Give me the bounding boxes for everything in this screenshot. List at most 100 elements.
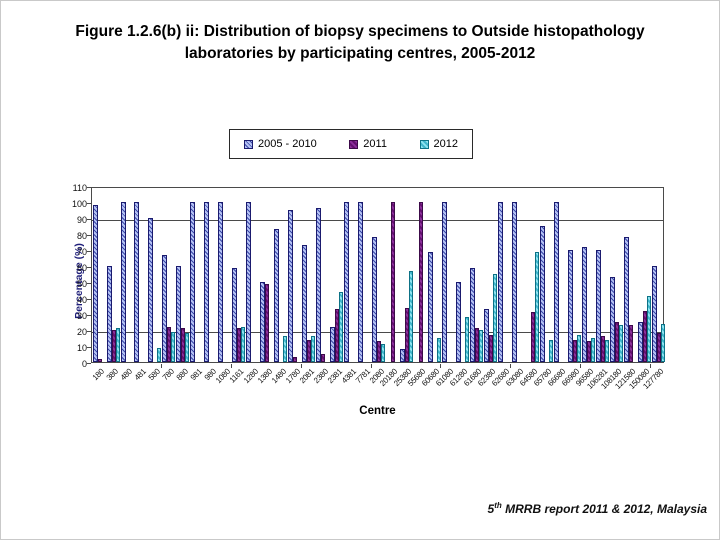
x-tick-mark bbox=[650, 364, 651, 368]
bar-2011-25380 bbox=[405, 308, 409, 362]
y-tick-mark bbox=[87, 203, 91, 204]
bar-2005-2010-480 bbox=[120, 202, 126, 362]
bar-2012-64580 bbox=[534, 252, 539, 362]
y-tick-mark bbox=[87, 187, 91, 188]
figure-title: Figure 1.2.6(b) ii: Distribution of biop… bbox=[75, 23, 645, 63]
legend-label-2011: 2011 bbox=[363, 138, 387, 150]
y-tick-mark bbox=[87, 315, 91, 316]
y-tick-label-60: 60 bbox=[76, 263, 87, 273]
x-tick-mark bbox=[230, 364, 232, 368]
bar-2011-180 bbox=[97, 359, 102, 362]
bar-2005-2010-1280 bbox=[246, 202, 252, 362]
x-tick-mark bbox=[510, 364, 512, 368]
bar-2012-580 bbox=[157, 348, 162, 362]
bar-2011-1380 bbox=[265, 284, 270, 362]
bar-2011-150080 bbox=[642, 311, 647, 362]
bar-2012-1480 bbox=[283, 336, 288, 362]
bar-2011-62380 bbox=[488, 335, 493, 362]
bar-2005-2010-127780 bbox=[651, 266, 657, 362]
bar-2005-2010-2381 bbox=[330, 327, 336, 362]
bar-2011-2381 bbox=[335, 309, 340, 362]
bar-2012-66980 bbox=[576, 335, 581, 362]
legend-entry-2005-2010: 2005 - 2010 bbox=[244, 138, 317, 150]
bar-2005-2010-106281 bbox=[595, 250, 601, 362]
bar-2005-2010-96580 bbox=[581, 247, 587, 362]
bar-2012-61280 bbox=[464, 317, 469, 362]
bar-2005-2010-60680 bbox=[427, 252, 433, 362]
bar-2005-2010-7781 bbox=[358, 202, 363, 362]
bar-2005-2010-2080 bbox=[372, 237, 377, 362]
bar-2005-2010-61680 bbox=[469, 268, 475, 362]
bar-2011-55680 bbox=[418, 202, 423, 362]
bar-2011-127780 bbox=[656, 333, 661, 362]
legend-swatch-2005-2010-icon bbox=[244, 139, 253, 149]
bar-2005-2010-66680 bbox=[553, 202, 559, 362]
bar-2011-96580 bbox=[586, 341, 591, 362]
chart-legend: 2005 - 2010 2011 2012 bbox=[229, 129, 473, 159]
bar-2011-121580 bbox=[628, 325, 633, 362]
source-footer: 5th MRRB report 2011 & 2012, Malaysia bbox=[487, 501, 707, 516]
bar-2011-106281 bbox=[600, 336, 605, 362]
bar-2012-106281 bbox=[604, 340, 609, 362]
gridline-20 bbox=[92, 332, 663, 333]
y-tick-label-100: 100 bbox=[71, 199, 87, 209]
bar-2005-2010-25380 bbox=[400, 349, 405, 362]
bar-2011-20180 bbox=[391, 202, 395, 362]
bar-2011-780 bbox=[167, 327, 172, 362]
bar-2005-2010-880 bbox=[176, 266, 182, 362]
bar-2005-2010-61280 bbox=[455, 282, 461, 362]
bar-2011-66980 bbox=[572, 340, 577, 362]
bar-2005-2010-65780 bbox=[539, 226, 545, 362]
y-tick-label-80: 80 bbox=[76, 231, 87, 241]
bar-2005-2010-380 bbox=[106, 266, 112, 362]
bar-2005-2010-780 bbox=[162, 255, 168, 362]
legend-label-2005-2010: 2005 - 2010 bbox=[258, 138, 317, 150]
bar-2012-108180 bbox=[618, 325, 623, 362]
bar-2012-61680 bbox=[478, 330, 483, 362]
y-tick-mark bbox=[87, 283, 91, 284]
y-tick-label-110: 110 bbox=[72, 183, 87, 193]
y-tick-mark bbox=[87, 235, 91, 236]
bar-2005-2010-62680 bbox=[497, 202, 503, 362]
bar-2012-96580 bbox=[590, 338, 595, 362]
bar-2011-2081 bbox=[307, 340, 312, 362]
x-tick-mark bbox=[580, 364, 582, 368]
y-tick-mark bbox=[87, 347, 91, 348]
y-tick-label-90: 90 bbox=[76, 215, 87, 225]
bar-2005-2010-2380 bbox=[316, 208, 322, 362]
bar-2011-2080 bbox=[377, 341, 381, 362]
bar-2012-2381 bbox=[339, 292, 344, 362]
x-tick-mark bbox=[370, 364, 372, 368]
bar-2011-2380 bbox=[321, 354, 326, 362]
y-tick-mark bbox=[87, 363, 91, 364]
bar-2005-2010-980 bbox=[204, 202, 210, 362]
bar-2012-60680 bbox=[436, 338, 441, 362]
bar-2011-108180 bbox=[614, 322, 619, 362]
plot-area bbox=[91, 187, 665, 363]
x-axis-title: Centre bbox=[359, 405, 396, 417]
bar-2011-64580 bbox=[530, 312, 535, 362]
bar-2005-2010-1080 bbox=[218, 202, 224, 362]
y-tick-mark bbox=[87, 267, 91, 268]
bar-2012-1161 bbox=[241, 327, 246, 362]
bar-2005-2010-66980 bbox=[567, 250, 573, 362]
bar-2012-2081 bbox=[311, 336, 316, 362]
y-tick-mark bbox=[87, 299, 91, 300]
bar-2005-2010-580 bbox=[148, 218, 154, 362]
bar-2005-2010-2081 bbox=[302, 245, 308, 362]
bar-2011-880 bbox=[181, 328, 186, 362]
bar-2005-2010-1780 bbox=[288, 210, 294, 362]
bar-2005-2010-108180 bbox=[609, 277, 615, 362]
bar-2011-61680 bbox=[474, 328, 479, 362]
legend-swatch-2012-icon bbox=[419, 139, 429, 149]
legend-label-2012: 2012 bbox=[433, 138, 458, 150]
bar-2012-62380 bbox=[492, 274, 497, 362]
bar-2005-2010-121580 bbox=[623, 237, 629, 362]
bar-2011-380 bbox=[111, 330, 116, 362]
bar-2005-2010-62380 bbox=[483, 309, 489, 362]
bar-2005-2010-1161 bbox=[232, 268, 238, 362]
legend-swatch-2011-icon bbox=[349, 139, 359, 149]
y-tick-mark bbox=[87, 331, 91, 332]
bar-2005-2010-180 bbox=[92, 205, 98, 362]
